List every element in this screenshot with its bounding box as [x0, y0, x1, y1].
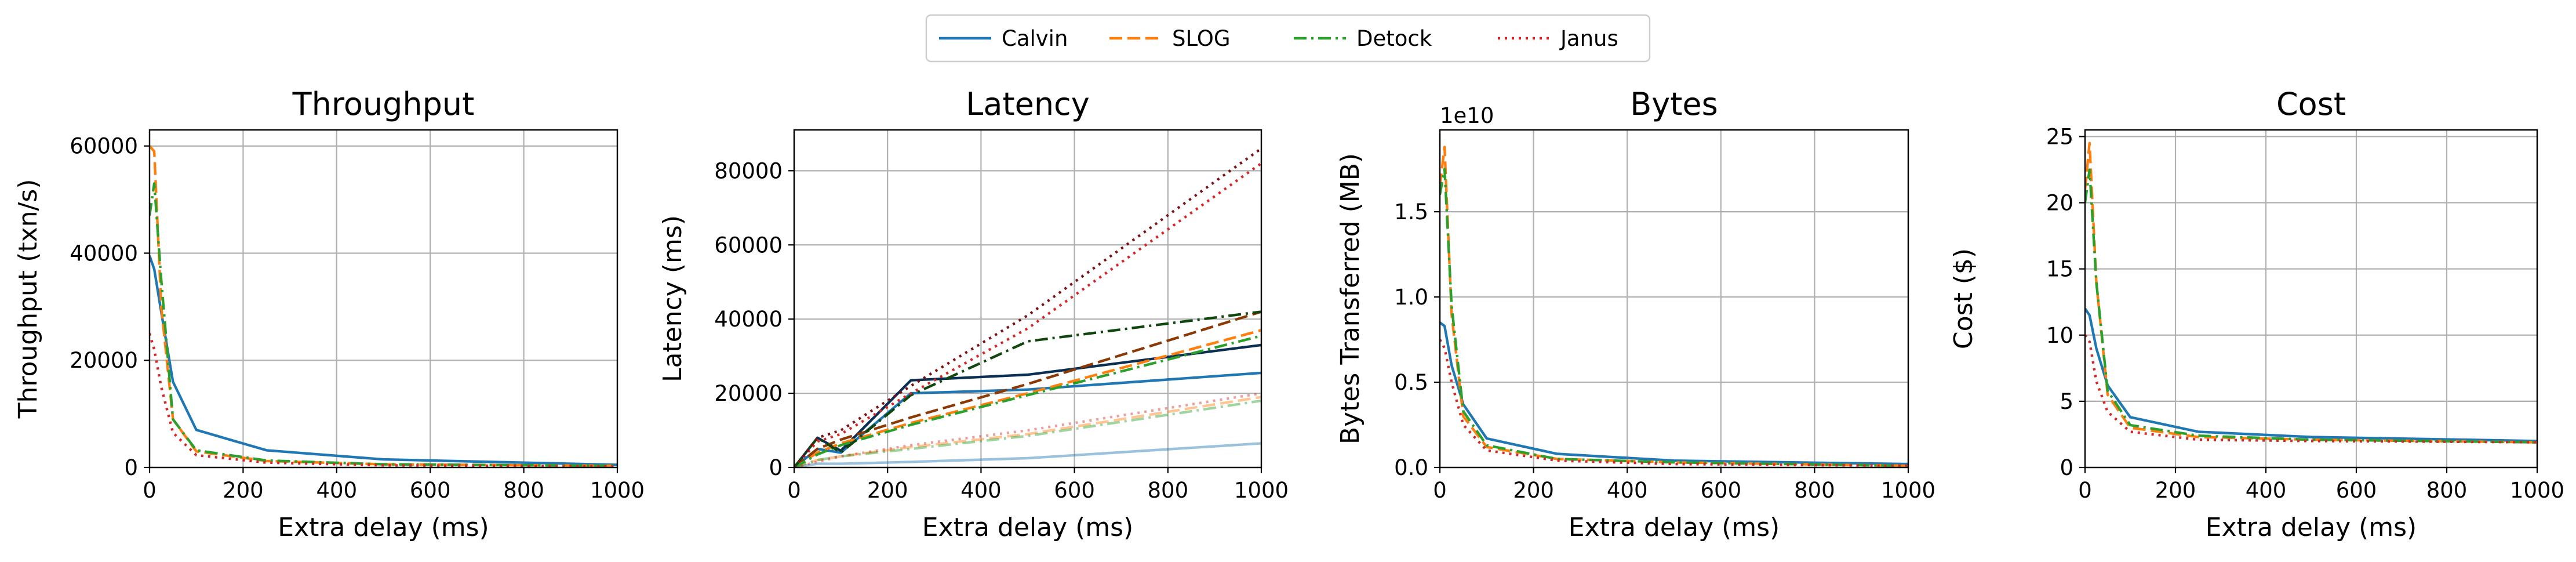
series-line-calvin	[794, 442, 1261, 467]
y-tick-label: 20	[2046, 191, 2073, 216]
series-group	[150, 145, 617, 467]
x-tick-label: 1000	[2510, 478, 2564, 503]
y-tick-label: 40000	[714, 307, 783, 332]
legend-label-slog: SLOG	[1172, 26, 1231, 51]
chart-panel-latency: 0 200 400 600 800 1000 0 20000 40000 60000 80000 La…	[658, 86, 1289, 542]
x-tick-label: 0	[143, 478, 157, 503]
series-line-calvin	[1440, 321, 1908, 466]
chart-title: Latency	[966, 86, 1089, 122]
series-line-slog	[794, 310, 1261, 467]
y-tick-label: 0	[124, 455, 138, 480]
y-tick-label: 20000	[70, 348, 138, 373]
plot-frame	[793, 129, 1262, 469]
y-tick-label: 0	[769, 455, 783, 480]
chart-panel-throughput: 0 200 400 600 800 1000 0 20000 40000 60000 Through…	[13, 86, 645, 542]
legend-label-calvin: Calvin	[1002, 26, 1068, 51]
series-line-calvin	[150, 255, 617, 466]
y-tick-label: 60000	[70, 134, 138, 159]
y-axis-label: Cost ($)	[1949, 248, 1978, 349]
x-axis-label: Extra delay (ms)	[2206, 513, 2417, 542]
series-line-janus	[794, 162, 1261, 467]
chart-panel-bytes: 0 200 400 600 800 1000 0.0 0.5 1.0 1.5 Bytes Extra …	[1336, 86, 1935, 542]
x-tick-label: 0	[787, 478, 801, 503]
x-tick-label: 400	[2246, 478, 2287, 503]
x-tick-label: 1000	[590, 478, 645, 503]
x-tick-label: 800	[1794, 478, 1835, 503]
y-tick-label: 25	[2046, 124, 2073, 149]
legend-label-detock: Detock	[1356, 26, 1432, 51]
axis-offset-text: 1e10	[1440, 103, 1494, 128]
series-line-detock	[1440, 168, 1908, 467]
series-line-slog	[150, 145, 617, 467]
x-tick-label: 400	[1607, 478, 1648, 503]
y-tick-label: 40000	[70, 241, 138, 266]
series-line-slog	[794, 329, 1261, 467]
x-axis-label: Extra delay (ms)	[922, 513, 1133, 542]
legend: Calvin SLOG Detock Janus	[925, 14, 1651, 63]
x-tick-label: 0	[2078, 478, 2092, 503]
plot-frame	[2084, 129, 2538, 469]
legend-label-janus: Janus	[1559, 26, 1618, 51]
y-tick-label: 60000	[714, 233, 783, 258]
y-axis-label: Throughput (txn/s)	[13, 179, 43, 419]
x-tick-label: 400	[316, 478, 357, 503]
y-tick-label: 20000	[714, 381, 783, 406]
series-line-calvin	[794, 343, 1261, 467]
chart-title: Cost	[2276, 86, 2346, 122]
x-tick-label: 400	[960, 478, 1002, 503]
x-tick-label: 600	[1054, 478, 1095, 503]
series-line-slog	[1440, 146, 1908, 467]
y-tick-label: 80000	[714, 158, 783, 183]
chart-title: Bytes	[1630, 86, 1718, 122]
y-tick-label: 0.0	[1394, 455, 1428, 480]
legend-box	[925, 14, 1651, 63]
x-tick-label: 1000	[1881, 478, 1935, 503]
y-tick-label: 1.0	[1394, 285, 1428, 310]
x-tick-label: 600	[1700, 478, 1741, 503]
series-group	[794, 147, 1261, 467]
x-tick-label: 1000	[1234, 478, 1289, 503]
x-tick-label: 200	[223, 478, 264, 503]
series-line-detock	[2085, 168, 2537, 444]
x-tick-label: 200	[867, 478, 908, 503]
series-line-detock	[794, 334, 1261, 467]
series-line-janus	[1440, 339, 1908, 467]
y-tick-label: 5	[2060, 389, 2073, 414]
x-tick-label: 600	[410, 478, 451, 503]
x-tick-label: 800	[1147, 478, 1188, 503]
chart-title: Throughput	[292, 86, 475, 122]
series-group	[2085, 142, 2537, 444]
y-tick-label: 0.5	[1394, 370, 1428, 395]
x-axis-label: Extra delay (ms)	[278, 513, 489, 542]
series-group	[1440, 146, 1908, 467]
x-tick-label: 200	[2155, 478, 2196, 503]
series-line-janus	[794, 147, 1261, 467]
y-tick-label: 10	[2046, 323, 2073, 348]
y-axis-label: Bytes Transferred (MB)	[1336, 153, 1365, 444]
x-tick-label: 800	[503, 478, 544, 503]
y-tick-label: 15	[2046, 257, 2073, 282]
plot-frame	[1439, 129, 1909, 469]
series-line-calvin	[2085, 307, 2537, 443]
series-line-janus	[794, 391, 1261, 467]
chart-panel-cost: 0 200 400 600 800 1000 0 5 10 15 20 25 Cost Extra del…	[1949, 86, 2564, 542]
plot-frame	[148, 129, 618, 469]
series-line-detock	[150, 182, 617, 467]
x-tick-label: 600	[2336, 478, 2377, 503]
series-line-janus	[2085, 334, 2537, 444]
series-line-detock	[794, 310, 1261, 467]
series-line-slog	[2085, 142, 2537, 444]
series-line-janus	[150, 333, 617, 467]
y-tick-label: 1.5	[1394, 200, 1428, 224]
y-tick-label: 0	[2060, 455, 2073, 480]
y-axis-label: Latency (ms)	[658, 215, 687, 382]
x-tick-label: 200	[1513, 478, 1554, 503]
series-line-detock	[794, 399, 1261, 467]
series-line-slog	[794, 396, 1261, 467]
x-tick-label: 0	[1433, 478, 1447, 503]
x-tick-label: 800	[2426, 478, 2468, 503]
x-axis-label: Extra delay (ms)	[1569, 513, 1780, 542]
